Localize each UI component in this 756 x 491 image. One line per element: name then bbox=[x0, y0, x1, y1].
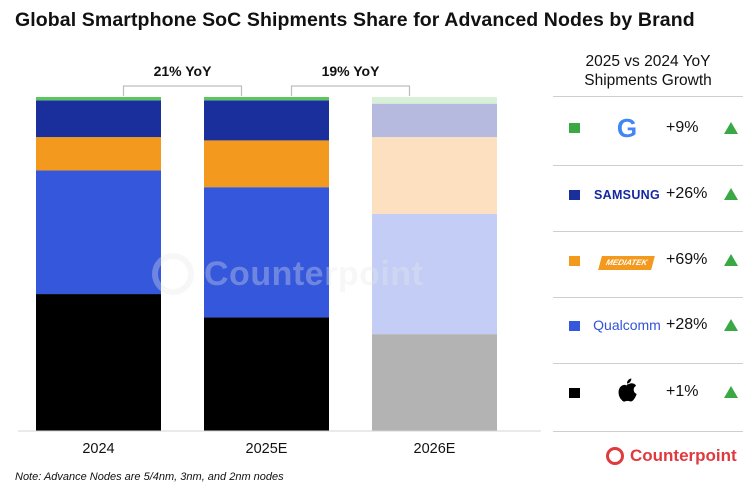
x-tick-label: 2026E bbox=[414, 441, 456, 457]
up-arrow-icon bbox=[724, 122, 738, 134]
qualcomm-growth: +28% bbox=[666, 316, 708, 333]
x-tick-label: 2024 bbox=[82, 441, 114, 457]
yoy-bracket bbox=[290, 85, 411, 96]
bar-2026e-apple bbox=[372, 334, 497, 431]
google-swatch bbox=[569, 123, 580, 133]
legend-separator bbox=[553, 431, 743, 432]
bar-2024-apple bbox=[36, 294, 161, 431]
google-growth: +9% bbox=[666, 119, 699, 136]
bar-2026e-mediatek bbox=[372, 137, 497, 214]
qualcomm-swatch bbox=[569, 321, 580, 331]
legend-separator bbox=[553, 363, 743, 364]
apple-swatch bbox=[569, 388, 580, 398]
legend-row-mediatek: MEDIATEK +69% bbox=[553, 233, 743, 288]
qualcomm-logo: Qualcomm bbox=[593, 317, 661, 333]
bars-group bbox=[36, 97, 497, 431]
up-arrow-icon bbox=[724, 254, 738, 266]
mediatek-swatch bbox=[569, 256, 580, 266]
apple-icon bbox=[616, 377, 638, 404]
legend-separator bbox=[553, 96, 743, 97]
bar-2024-qualcomm bbox=[36, 170, 161, 295]
yoy-label: 19% YoY bbox=[322, 63, 381, 79]
bar-2026e-samsung bbox=[372, 103, 497, 138]
legend-separator bbox=[553, 231, 743, 232]
google-logo: G bbox=[616, 113, 638, 143]
x-axis-labels: 2024 2025E 2026E bbox=[82, 441, 455, 457]
counterpoint-logo: Counterpoint bbox=[606, 446, 737, 466]
stacked-bar-chart: 21% YoY 19% YoY 2024 2025E 2026E bbox=[18, 63, 541, 457]
up-arrow-icon bbox=[724, 319, 738, 331]
x-tick-label: 2025E bbox=[246, 441, 288, 457]
yoy-bracket bbox=[122, 85, 243, 96]
samsung-growth: +26% bbox=[666, 185, 708, 202]
samsung-swatch bbox=[569, 190, 580, 200]
legend-title-line2: Shipments Growth bbox=[584, 72, 712, 89]
mediatek-logo: MEDIATEK bbox=[591, 252, 663, 270]
mediatek-growth: +69% bbox=[666, 251, 708, 268]
legend-title: 2025 vs 2024 YoY Shipments Growth bbox=[553, 52, 743, 90]
bar-2026e-qualcomm bbox=[372, 213, 497, 335]
bar-2026e-google bbox=[372, 97, 497, 104]
legend-separator bbox=[553, 165, 743, 166]
chart-title: Global Smartphone SoC Shipments Share fo… bbox=[15, 9, 695, 31]
bar-2025e-google bbox=[204, 97, 329, 101]
legend-row-samsung: SAMSUNG +26% bbox=[553, 167, 743, 222]
apple-logo bbox=[591, 377, 663, 409]
counterpoint-logo-icon bbox=[606, 447, 624, 465]
bar-2024-google bbox=[36, 97, 161, 101]
legend-title-line1: 2025 vs 2024 YoY bbox=[585, 53, 711, 70]
bar-2025e-samsung bbox=[204, 100, 329, 141]
legend-row-google: G +9% bbox=[553, 101, 743, 156]
samsung-logo: SAMSUNG bbox=[594, 188, 660, 202]
bar-2025e-qualcomm bbox=[204, 187, 329, 318]
bar-2025e-apple bbox=[204, 317, 329, 431]
bar-2025e-mediatek bbox=[204, 140, 329, 188]
legend-separator bbox=[553, 297, 743, 298]
apple-growth: +1% bbox=[666, 383, 699, 400]
yoy-annotations: 21% YoY 19% YoY bbox=[122, 63, 411, 96]
legend-row-qualcomm: Qualcomm +28% bbox=[553, 299, 743, 354]
footnote: Note: Advance Nodes are 5/4nm, 3nm, and … bbox=[15, 471, 284, 483]
bar-2024-mediatek bbox=[36, 137, 161, 171]
up-arrow-icon bbox=[724, 386, 738, 398]
counterpoint-logo-text: Counterpoint bbox=[630, 446, 737, 465]
bar-2024-samsung bbox=[36, 100, 161, 138]
up-arrow-icon bbox=[724, 188, 738, 200]
legend-row-apple: +1% bbox=[553, 365, 743, 420]
yoy-label: 21% YoY bbox=[154, 63, 213, 79]
